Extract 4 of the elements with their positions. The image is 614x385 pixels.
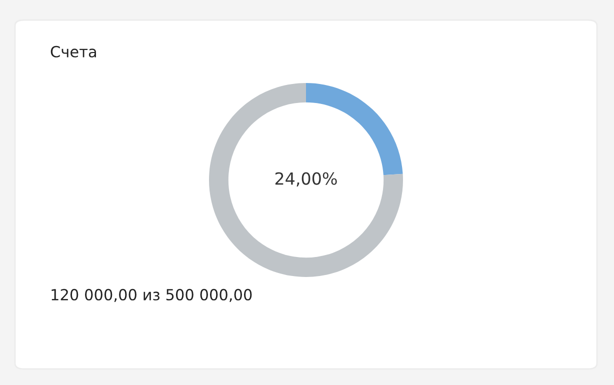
text: 120 000,00 из 500 000,00 [52, 288, 252, 302]
text: 24,00% [275, 172, 337, 187]
text: Счета [50, 46, 96, 58]
donut-slice [209, 83, 403, 277]
